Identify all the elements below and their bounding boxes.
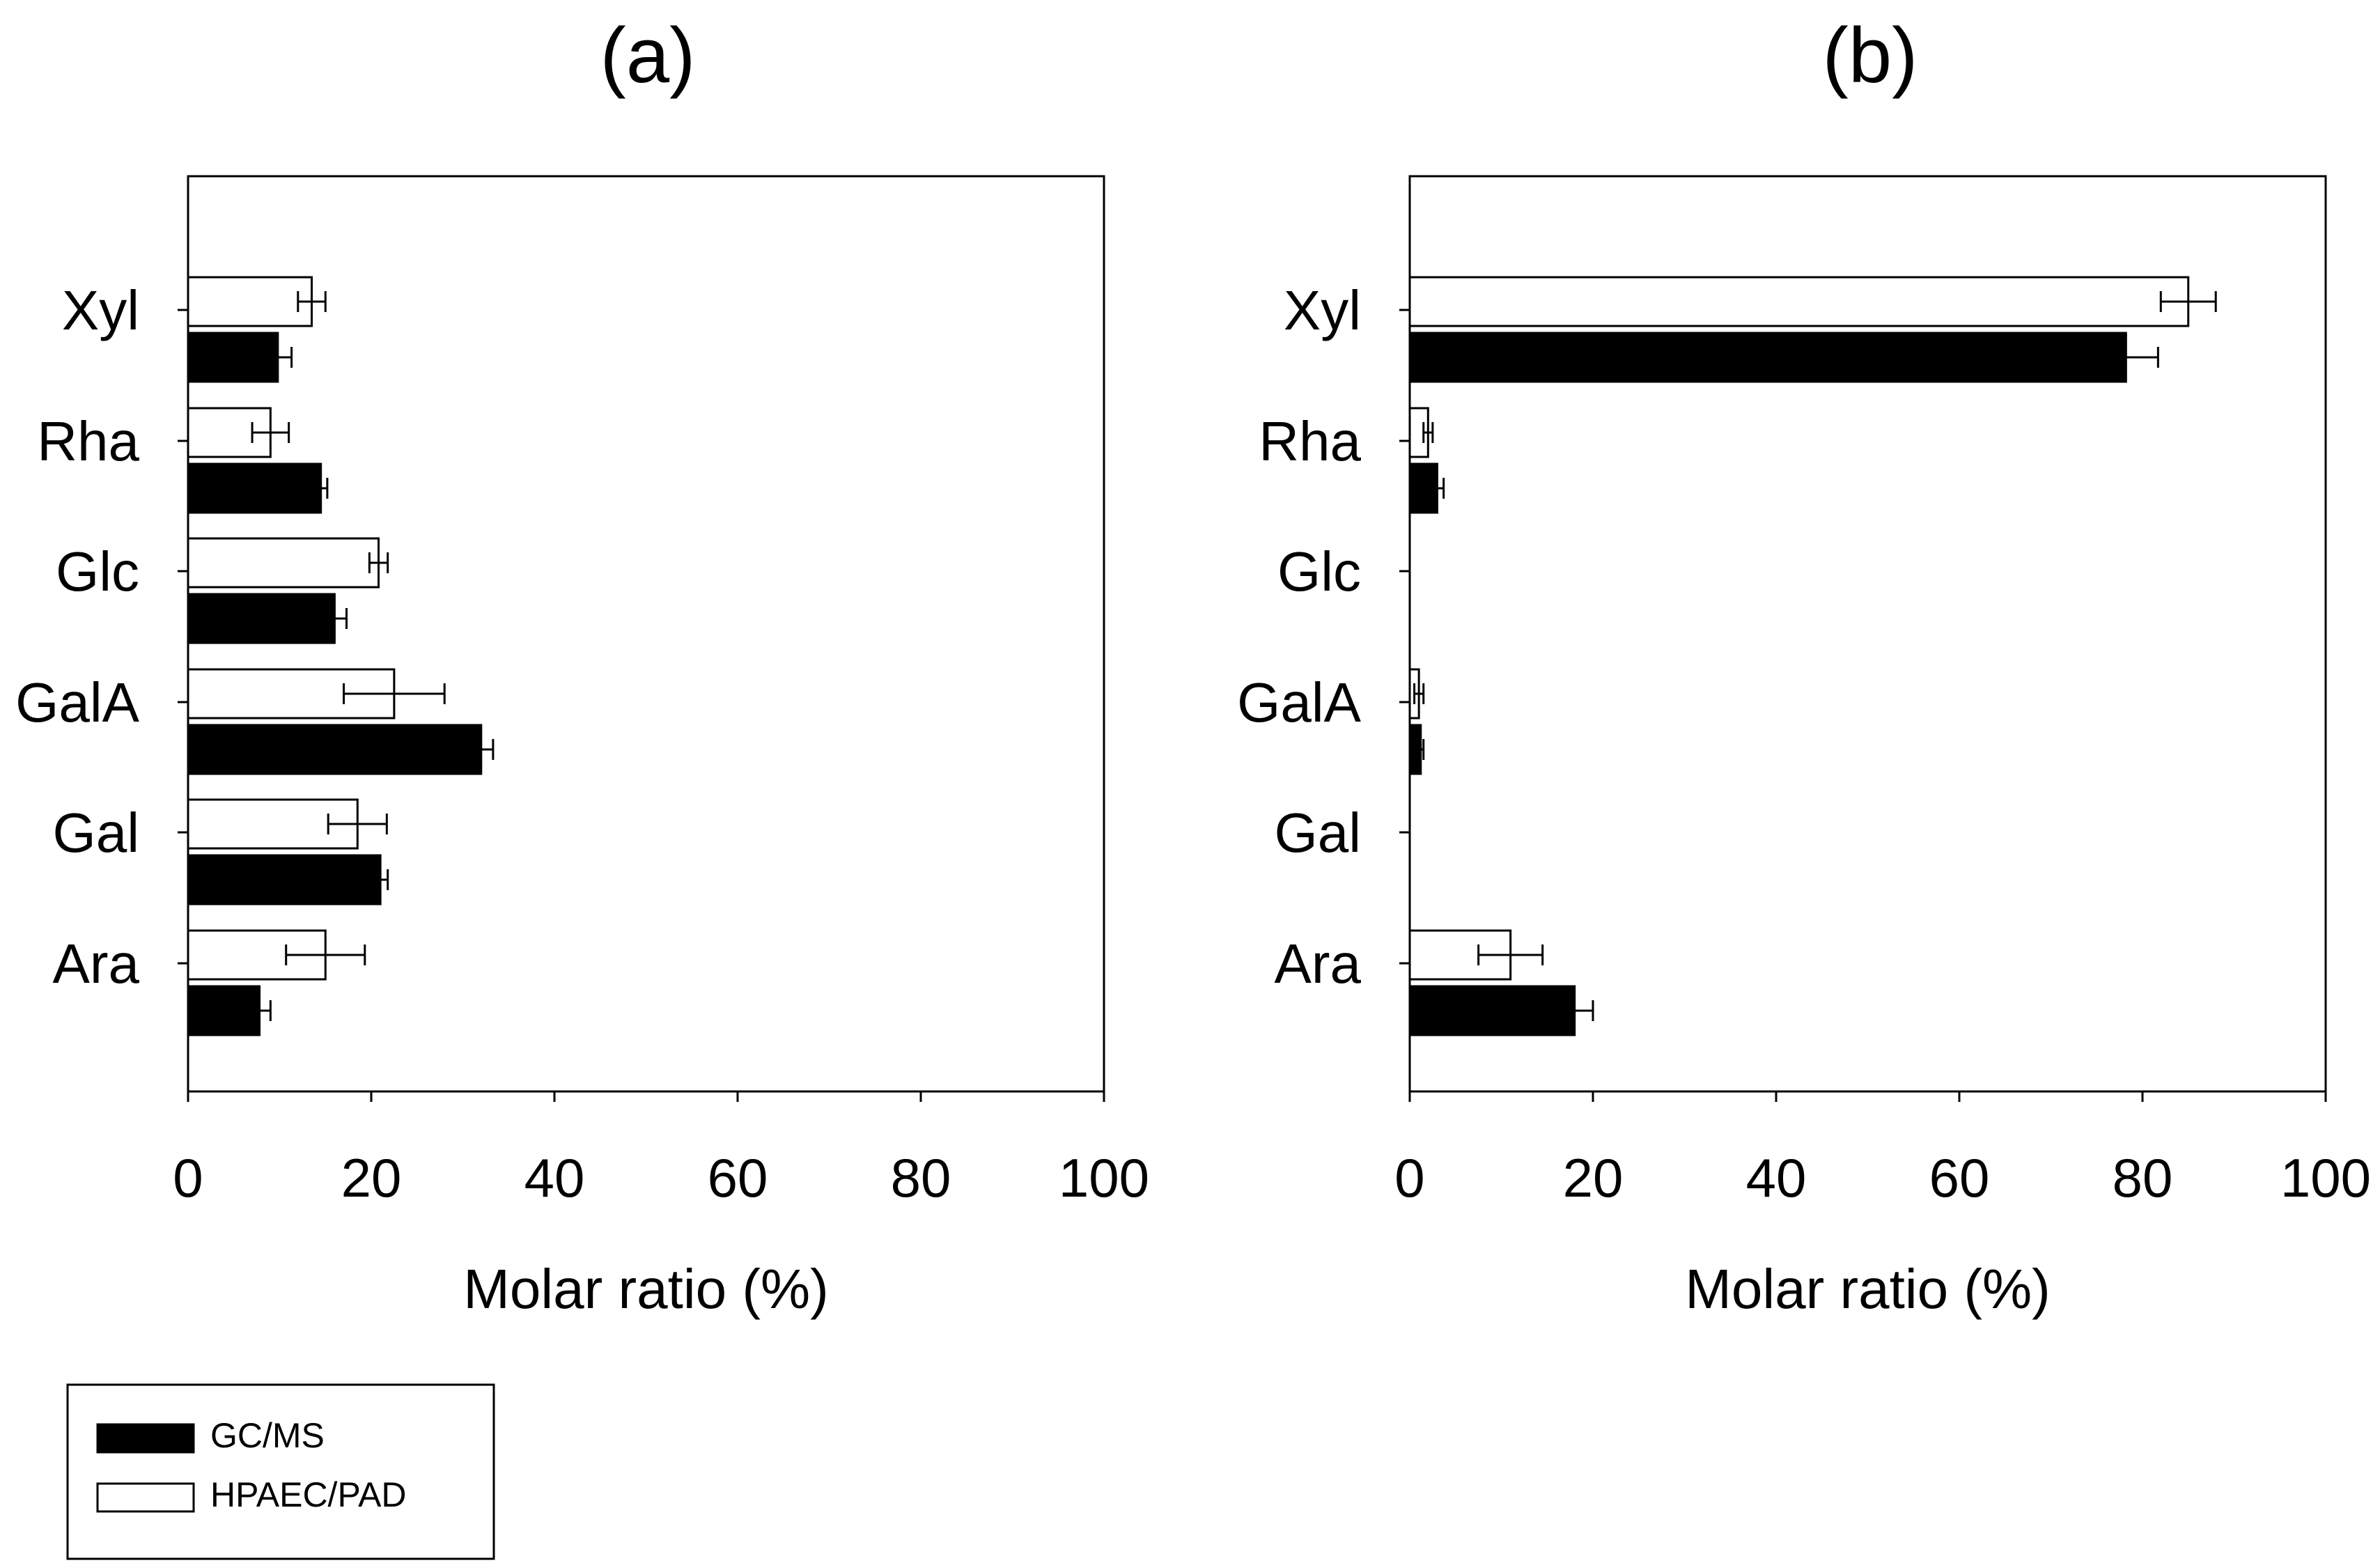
bar [1408,985,1576,1036]
panel-title: (a) [600,12,696,99]
legend-label-gcms: GC/MS [210,1416,325,1455]
bar [187,537,380,589]
y-tick-label: GalA [1237,671,1361,733]
bar [187,462,322,514]
bar [187,276,313,327]
y-tick-label: Gal [53,802,140,864]
y-tick-label: Xyl [62,279,139,341]
bar [1408,276,2190,327]
legend-label-hpaec: HPAEC/PAD [210,1475,407,1514]
legend-box [66,1383,495,1560]
x-axis-label: Molar ratio (%) [1685,1258,2051,1320]
x-tick-label: 40 [524,1147,585,1208]
x-tick-label: 40 [1746,1147,1807,1208]
x-tick-label: 0 [1394,1147,1424,1208]
y-tick-label: Rha [37,410,139,472]
x-tick-label: 20 [1563,1147,1624,1208]
legend: GC/MS HPAEC/PAD [66,1383,495,1560]
x-tick-label: 60 [1929,1147,1990,1208]
bar [187,593,336,644]
plot-frame [1408,175,2327,1093]
y-tick-label: Gal [1275,802,1362,864]
x-tick-label: 80 [891,1147,951,1208]
y-tick-label: Ara [53,933,140,995]
y-tick-label: Glc [56,541,139,602]
x-tick-label: 100 [2280,1147,2371,1208]
bar [187,854,382,905]
bar [187,985,261,1036]
y-tick-label: Xyl [1284,279,1361,341]
panel-title: (b) [1823,12,1918,99]
x-tick-label: 80 [2113,1147,2173,1208]
x-axis-label: Molar ratio (%) [463,1258,829,1320]
x-tick-label: 60 [708,1147,768,1208]
bar [187,724,483,775]
legend-swatch-gcms [96,1423,195,1454]
x-tick-label: 100 [1059,1147,1149,1208]
x-tick-label: 20 [341,1147,402,1208]
bar [1408,462,1438,514]
y-tick-label: Ara [1275,933,1362,995]
x-tick-label: 0 [173,1147,203,1208]
panel-0: (a) 0 20 40 60 80 100 Molar ratio (%) Xyl Rha Glc G… [15,12,1149,1320]
legend-swatch-hpaec [96,1482,195,1513]
y-tick-label: Rha [1259,410,1361,472]
y-tick-label: Glc [1277,541,1361,602]
y-tick-label: GalA [15,671,139,733]
panel-1: (b) 0 20 40 60 80 100 Molar ratio (%) Xyl Rha Glc G… [1237,12,2371,1320]
bar [1408,332,2127,383]
